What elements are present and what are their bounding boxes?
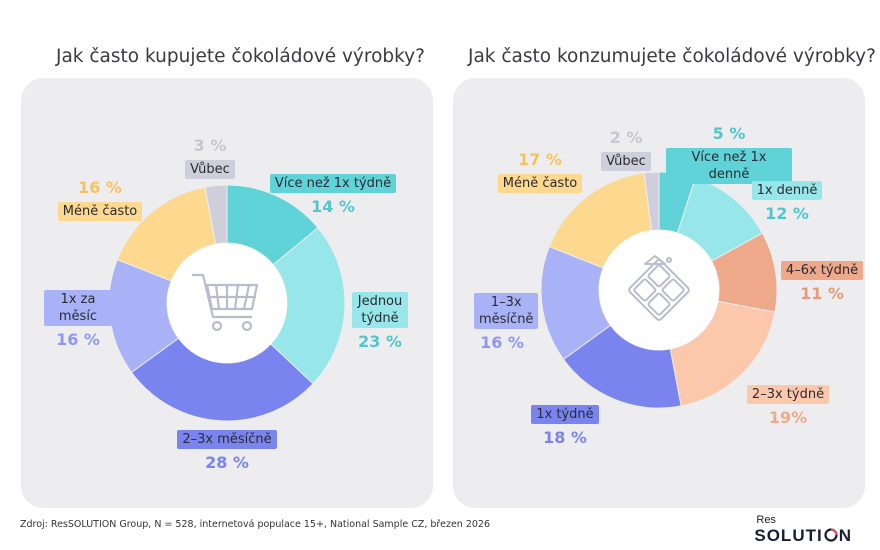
slice-label-2-3x-weekly: 2–3x týdně 19% — [738, 385, 838, 428]
slice-percent: 14 % — [311, 197, 355, 216]
slice-label-text: Jednou týdně — [352, 292, 408, 328]
slice-label-4-6x-weekly: 4–6x týdně 11 % — [774, 261, 870, 304]
slice-label-text: 1x denně — [751, 181, 823, 200]
slice-label-once-weekly: Jednou týdně 23 % — [352, 292, 408, 352]
ressolution-logo: Res SOLUTI N — [754, 515, 852, 546]
slice-label-less-often-2: 17 % Méně často — [488, 150, 592, 193]
slice-label-text: 4–6x týdně — [780, 261, 864, 280]
shopping-cart-icon — [191, 273, 259, 332]
slice-label-more-than-daily: 5 % Více než 1x denně — [666, 124, 792, 184]
slice-label-text: 1–3x měsíčně — [474, 293, 539, 329]
source-note: Zdroj: ResSOLUTION Group, N = 528, inter… — [20, 519, 491, 530]
slice-percent: 5 % — [712, 124, 746, 143]
slice-label-text: Méně často — [497, 174, 583, 193]
chocolate-icon — [628, 255, 690, 321]
slice-label-text: Více než 1x denně — [666, 148, 792, 184]
slice-label-text: 1x týdně — [531, 405, 599, 424]
slice-percent: 16 % — [56, 330, 100, 349]
slice-label-text: Více než 1x týdně — [269, 174, 397, 193]
slice-label-text: 2–3x týdně — [746, 385, 830, 404]
slice-percent: 23 % — [358, 332, 402, 351]
slice-label-more-than-weekly: Více než 1x týdně 14 % — [258, 174, 408, 217]
slice-percent: 18 % — [543, 428, 587, 447]
slice-label-text: 1x za měsíc — [44, 290, 112, 326]
slice-label-weekly: 1x týdně 18 % — [520, 405, 610, 448]
slice-label-never-2: 2 % Vůbec — [588, 128, 664, 171]
slice-percent: 3 % — [193, 136, 227, 155]
slice-percent: 11 % — [800, 284, 844, 303]
chart-title-consuming: Jak často konzumujete čokoládové výrobky… — [468, 46, 876, 67]
slice-percent: 12 % — [765, 204, 809, 223]
slice-label-less-often: 16 % Méně často — [40, 178, 160, 221]
slice-label-1-3x-monthly: 1–3x měsíčně 16 % — [474, 293, 539, 353]
slice-percent: 17 % — [518, 150, 562, 169]
slice-percent: 2 % — [609, 128, 643, 147]
chart-title-buying: Jak často kupujete čokoládové výrobky? — [56, 46, 425, 67]
slice-label-daily: 1x denně 12 % — [744, 181, 830, 224]
slice-label-text: 2–3x měsíčně — [177, 430, 277, 449]
slice-label-text: Méně často — [57, 202, 143, 221]
slice-label-never: 3 % Vůbec — [170, 136, 250, 179]
logo-solution-text: SOLUTI N — [754, 526, 852, 545]
donut-center — [599, 230, 719, 350]
slice-label-2-3x-monthly: 2–3x měsíčně 28 % — [152, 430, 302, 473]
slice-percent: 16 % — [480, 333, 524, 352]
slice-label-monthly: 1x za měsíc 16 % — [44, 290, 112, 350]
slice-percent: 19% — [768, 408, 808, 427]
slice-label-text: Vůbec — [601, 152, 651, 171]
slice-percent: 28 % — [205, 453, 249, 472]
logo-res-text: Res — [756, 514, 776, 526]
slice-label-text: Vůbec — [185, 160, 235, 179]
slice-percent: 16 % — [78, 178, 122, 197]
logo-o-icon — [824, 528, 838, 542]
